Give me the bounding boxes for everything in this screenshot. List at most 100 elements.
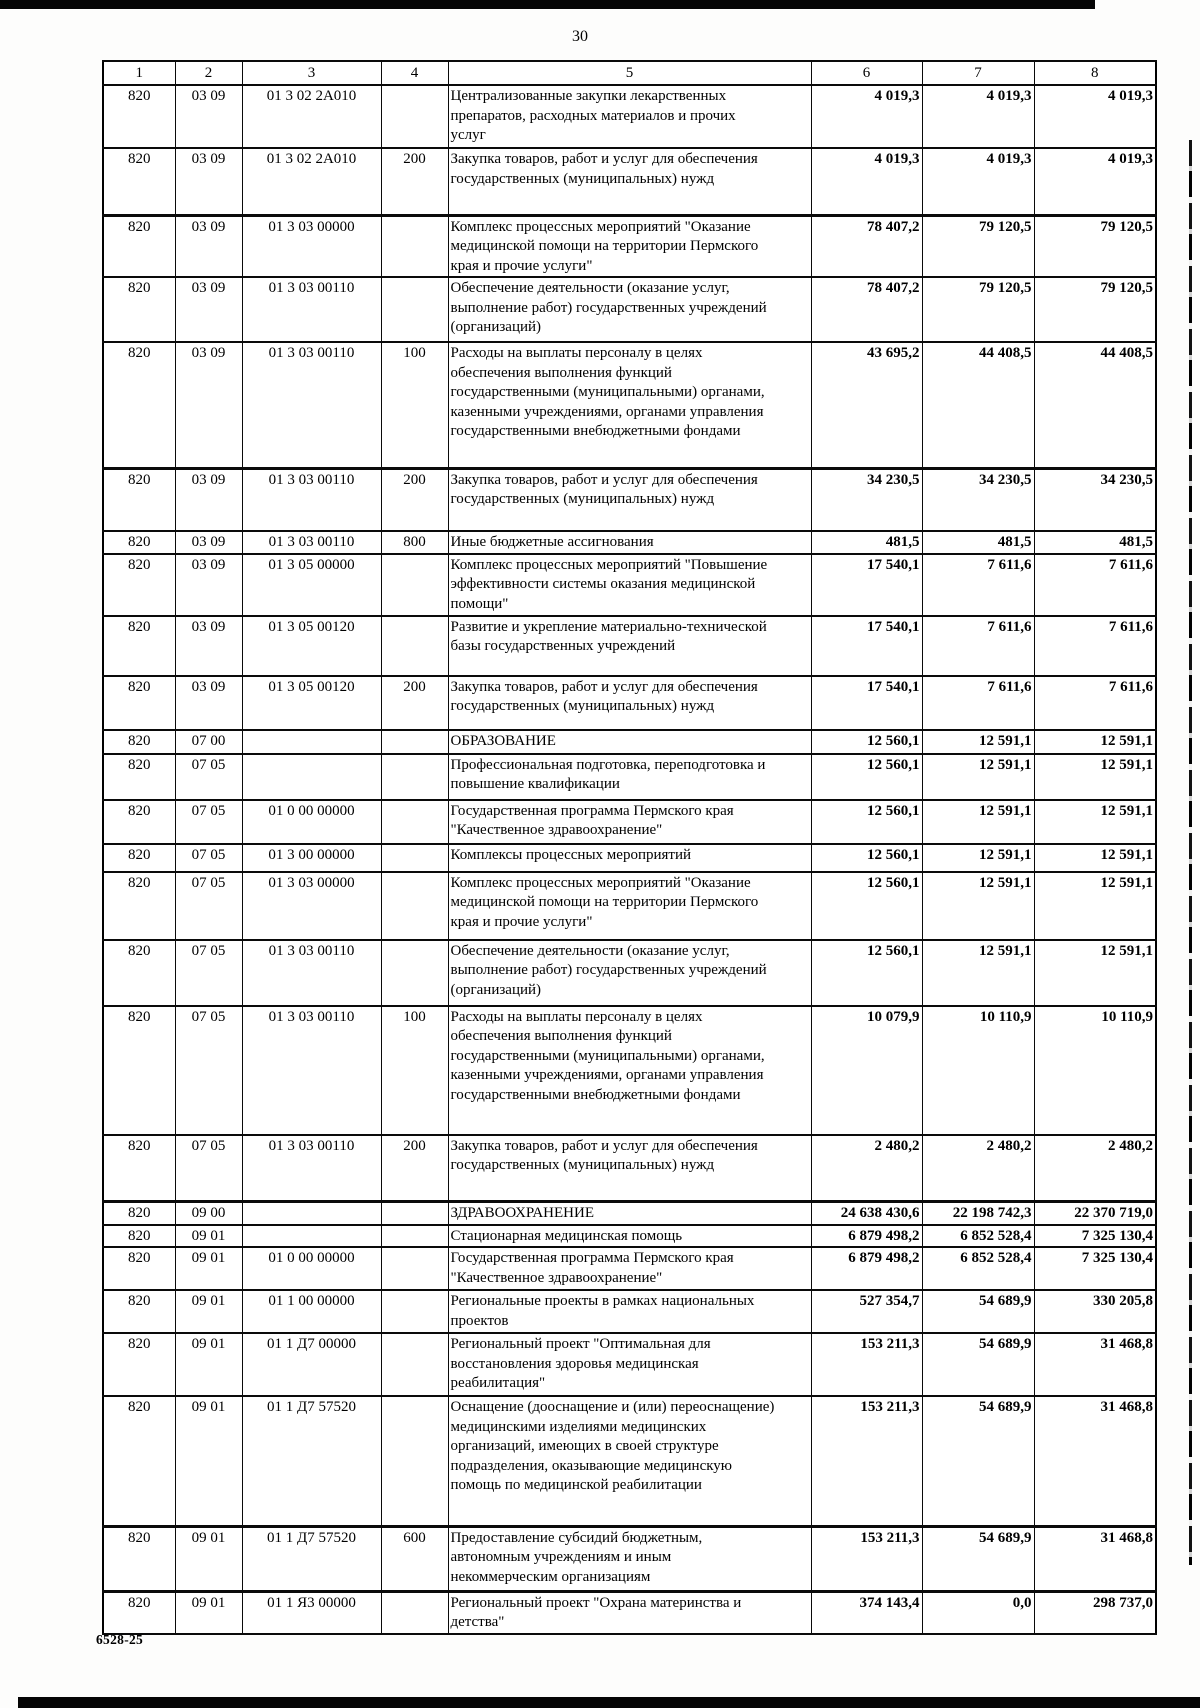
cell-col2: 07 00 bbox=[174, 728, 243, 755]
cell-col6: 34 230,5 bbox=[810, 466, 923, 532]
cell-col6: 6 879 498,2 bbox=[810, 1246, 923, 1291]
cell-col8: 12 591,1 bbox=[1033, 938, 1157, 1007]
cell-col1: 820 bbox=[102, 213, 176, 278]
cell-col1: 820 bbox=[102, 938, 176, 1007]
cell-col7: 0,0 bbox=[921, 1589, 1035, 1635]
cell-col8: 12 591,1 bbox=[1033, 842, 1157, 873]
cell-col8: 7 611,6 bbox=[1033, 552, 1157, 617]
cell-col5: Закупка товаров, работ и услуг для обесп… bbox=[447, 466, 812, 532]
cell-col4: 600 bbox=[380, 1524, 449, 1592]
cell-col8: 4 019,3 bbox=[1033, 147, 1157, 216]
column-header-7: 7 bbox=[921, 60, 1035, 86]
cell-col5: ЗДРАВООХРАНЕНИЕ bbox=[447, 1200, 812, 1226]
table-row: 820 09 01 01 1 Д7 57520 600 Предоставление с… bbox=[102, 1524, 1157, 1592]
cell-col1: 820 bbox=[102, 1004, 176, 1136]
cell-col3: 01 3 03 00110 bbox=[241, 938, 382, 1007]
table-row: 820 07 05 01 0 00 00000 Государственная про… bbox=[102, 798, 1157, 845]
cell-col6: 24 638 430,6 bbox=[810, 1200, 923, 1226]
cell-col4: 200 bbox=[380, 466, 449, 532]
scan-artifact-bottom-bar bbox=[18, 1697, 1200, 1708]
cell-col5: Государственная программа Пермского края… bbox=[447, 798, 812, 845]
cell-col4 bbox=[380, 1289, 449, 1334]
cell-col7: 12 591,1 bbox=[921, 842, 1035, 873]
cell-col4 bbox=[380, 276, 449, 343]
cell-col5: Закупка товаров, работ и услуг для обесп… bbox=[447, 674, 812, 731]
cell-col1: 820 bbox=[102, 1223, 176, 1248]
cell-col4 bbox=[380, 1589, 449, 1635]
column-header-1: 1 bbox=[102, 60, 176, 86]
budget-table-body: 820 03 09 01 3 02 2А010 Централизованные за… bbox=[102, 84, 1157, 1635]
cell-col7: 481,5 bbox=[921, 530, 1035, 555]
cell-col5: Иные бюджетные ассигнования bbox=[447, 530, 812, 555]
cell-col3: 01 1 Д7 00000 bbox=[241, 1332, 382, 1397]
cell-col7: 12 591,1 bbox=[921, 798, 1035, 845]
cell-col8: 12 591,1 bbox=[1033, 798, 1157, 845]
cell-col5: Расходы на выплаты персоналу в целях обе… bbox=[447, 1004, 812, 1136]
cell-col1: 820 bbox=[102, 1589, 176, 1635]
cell-col6: 153 211,3 bbox=[810, 1395, 923, 1527]
cell-col8: 22 370 719,0 bbox=[1033, 1200, 1157, 1226]
cell-col7: 7 611,6 bbox=[921, 674, 1035, 731]
cell-col4: 200 bbox=[380, 674, 449, 731]
cell-col2: 07 05 bbox=[174, 938, 243, 1007]
cell-col1: 820 bbox=[102, 1246, 176, 1291]
cell-col2: 09 00 bbox=[174, 1200, 243, 1226]
cell-col2: 09 01 bbox=[174, 1524, 243, 1592]
cell-col2: 03 09 bbox=[174, 147, 243, 216]
cell-col4 bbox=[380, 728, 449, 755]
cell-col4 bbox=[380, 938, 449, 1007]
cell-col1: 820 bbox=[102, 530, 176, 555]
cell-col6: 481,5 bbox=[810, 530, 923, 555]
cell-col8: 298 737,0 bbox=[1033, 1589, 1157, 1635]
table-row: 820 09 01 Стационарная медицинская помощь 6… bbox=[102, 1223, 1157, 1248]
cell-col2: 03 09 bbox=[174, 276, 243, 343]
cell-col1: 820 bbox=[102, 842, 176, 873]
cell-col6: 2 480,2 bbox=[810, 1133, 923, 1203]
cell-col6: 6 879 498,2 bbox=[810, 1223, 923, 1248]
cell-col3: 01 3 03 00000 bbox=[241, 213, 382, 278]
cell-col4 bbox=[380, 213, 449, 278]
cell-col2: 03 09 bbox=[174, 614, 243, 677]
cell-col6: 4 019,3 bbox=[810, 147, 923, 216]
cell-col8: 7 325 130,4 bbox=[1033, 1246, 1157, 1291]
cell-col2: 03 09 bbox=[174, 552, 243, 617]
cell-col8: 31 468,8 bbox=[1033, 1395, 1157, 1527]
table-row: 820 03 09 01 3 05 00000 Комплекс процессных… bbox=[102, 552, 1157, 617]
cell-col5: Расходы на выплаты персоналу в целях обе… bbox=[447, 341, 812, 469]
cell-col3: 01 3 05 00120 bbox=[241, 674, 382, 731]
cell-col1: 820 bbox=[102, 728, 176, 755]
cell-col4 bbox=[380, 842, 449, 873]
cell-col4 bbox=[380, 1200, 449, 1226]
cell-col3: 01 3 03 00110 bbox=[241, 1133, 382, 1203]
cell-col1: 820 bbox=[102, 552, 176, 617]
cell-col3: 01 3 03 00110 bbox=[241, 341, 382, 469]
table-row: 820 09 01 01 1 00 00000 Региональные проект… bbox=[102, 1289, 1157, 1334]
cell-col7: 54 689,9 bbox=[921, 1289, 1035, 1334]
cell-col2: 09 01 bbox=[174, 1223, 243, 1248]
cell-col5: Региональные проекты в рамках национальн… bbox=[447, 1289, 812, 1334]
cell-col2: 03 09 bbox=[174, 213, 243, 278]
cell-col7: 10 110,9 bbox=[921, 1004, 1035, 1136]
cell-col2: 07 05 bbox=[174, 798, 243, 845]
cell-col4 bbox=[380, 1223, 449, 1248]
table-row: 820 03 09 01 3 03 00110 100 Расходы на выпла… bbox=[102, 341, 1157, 469]
cell-col3: 01 1 Я3 00000 bbox=[241, 1589, 382, 1635]
cell-col5: Централизованные закупки лекарственных п… bbox=[447, 84, 812, 149]
table-row: 820 07 05 Профессиональная подготовка, пер… bbox=[102, 752, 1157, 801]
cell-col7: 54 689,9 bbox=[921, 1332, 1035, 1397]
cell-col1: 820 bbox=[102, 870, 176, 941]
table-row: 820 09 00 ЗДРАВООХРАНЕНИЕ 24 638 430,6 22 19… bbox=[102, 1200, 1157, 1226]
table-row: 820 03 09 01 3 03 00110 Обеспечение деятель… bbox=[102, 276, 1157, 343]
cell-col1: 820 bbox=[102, 1524, 176, 1592]
cell-col6: 10 079,9 bbox=[810, 1004, 923, 1136]
cell-col6: 12 560,1 bbox=[810, 798, 923, 845]
cell-col1: 820 bbox=[102, 1289, 176, 1334]
cell-col8: 7 611,6 bbox=[1033, 614, 1157, 677]
cell-col7: 6 852 528,4 bbox=[921, 1246, 1035, 1291]
cell-col6: 12 560,1 bbox=[810, 870, 923, 941]
cell-col7: 12 591,1 bbox=[921, 728, 1035, 755]
cell-col4: 100 bbox=[380, 1004, 449, 1136]
cell-col1: 820 bbox=[102, 1133, 176, 1203]
cell-col6: 153 211,3 bbox=[810, 1332, 923, 1397]
